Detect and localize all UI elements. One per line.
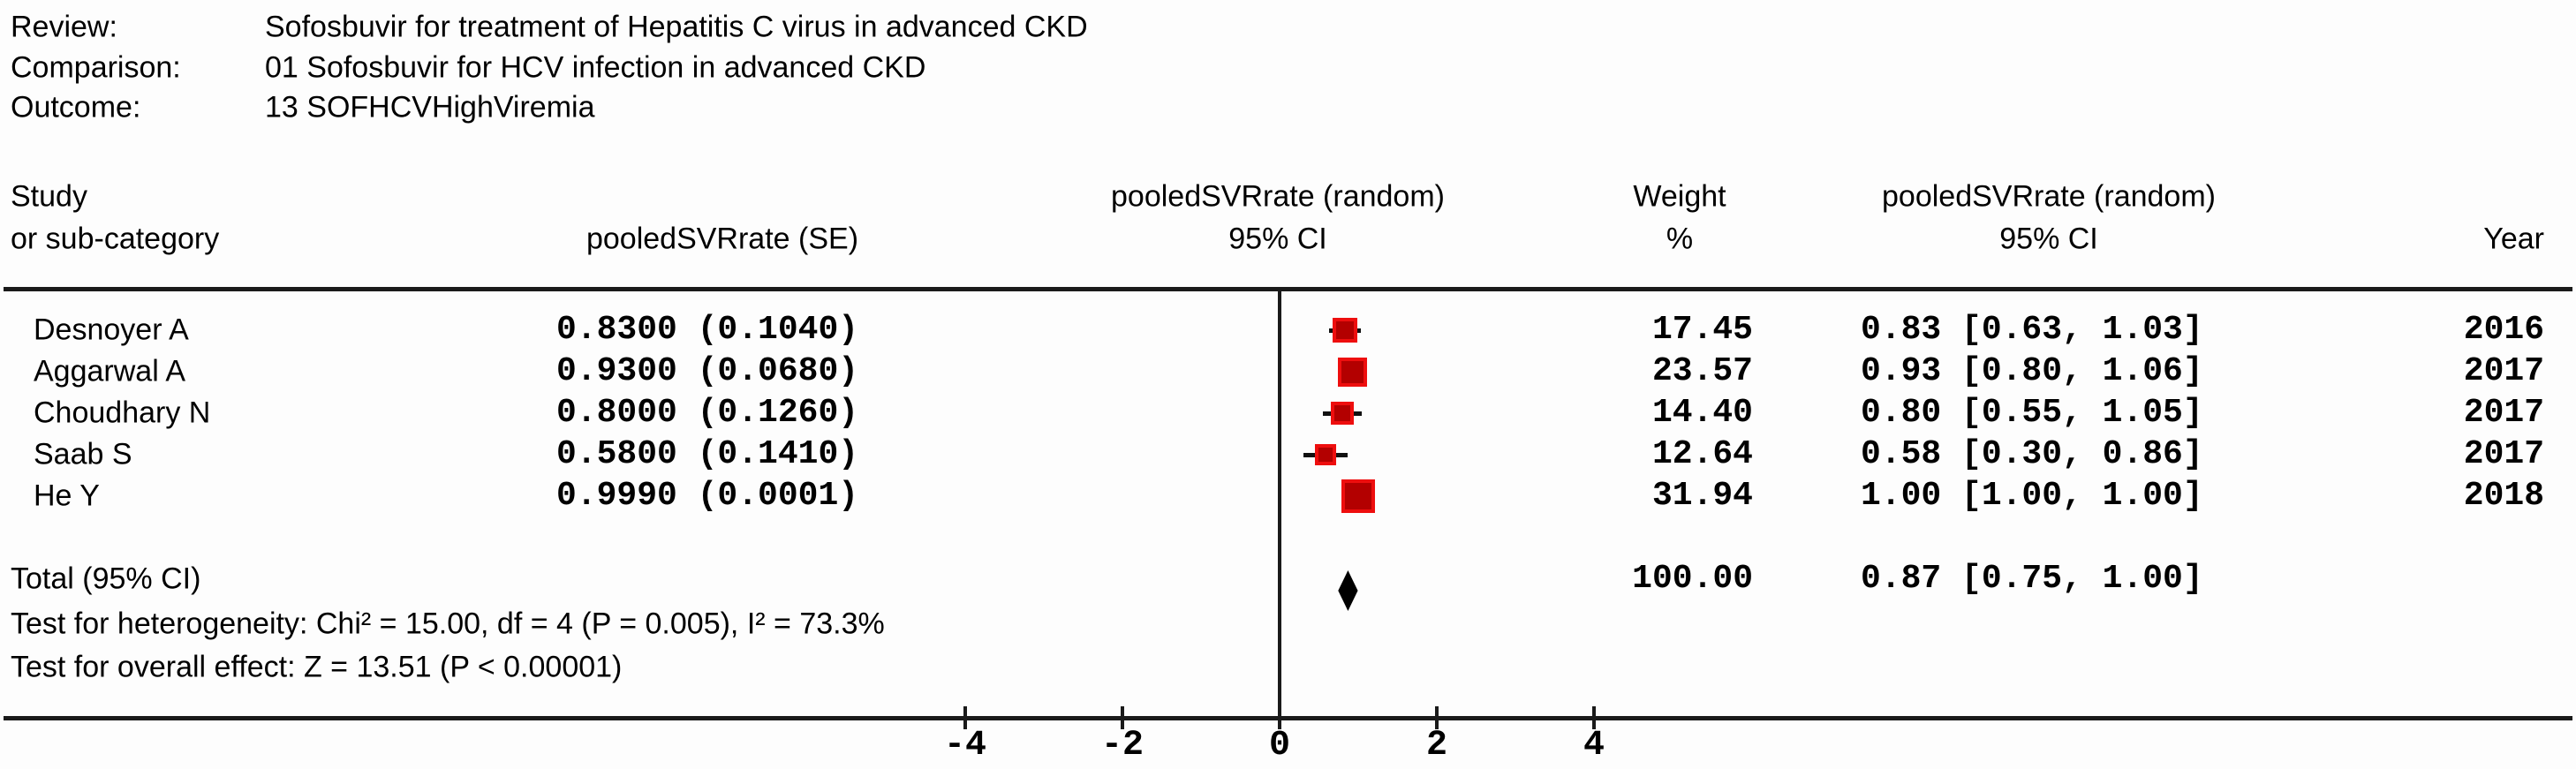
col-weight-line2: % [1666,222,1694,256]
axis-tick-mark [1121,706,1124,729]
study-name: Desnoyer A [34,313,189,347]
study-name: Saab S [34,437,132,471]
study-weight: 14.40 [1651,394,1753,433]
col-study-line1: Study [11,179,87,214]
study-se: 0.9300 (0.0680) [556,352,859,391]
col-year-header: Year [2483,222,2544,256]
comparison-label: Comparison: [11,50,181,85]
study-weight: 17.45 [1651,311,1753,350]
study-ci-text: 1.00 [1.00, 1.00] [1861,477,2203,516]
study-se: 0.5800 (0.1410) [556,435,859,474]
total-ci-text: 0.87 [0.75, 1.00] [1861,560,2203,599]
col-study-line2: or sub-category [11,222,220,256]
axis-tick-label: 0 [1268,726,1291,765]
axis-tick-label: -4 [943,726,987,765]
study-name: Choudhary N [34,396,211,430]
zero-line [1278,289,1281,718]
overall-effect-text: Test for overall effect: Z = 13.51 (P < … [11,650,623,684]
study-se: 0.9990 (0.0001) [556,477,859,516]
col-ci-header-1: pooledSVRrate (random) [1882,179,2216,214]
study-year: 2016 [2463,311,2544,350]
outcome-value: 13 SOFHCVHighViremia [265,90,595,124]
study-year: 2017 [2463,435,2544,474]
effect-square [1341,479,1375,513]
axis-tick-label: -2 [1100,726,1144,765]
study-year: 2018 [2463,477,2544,516]
effect-square [1332,318,1357,343]
study-se: 0.8000 (0.1260) [556,394,859,433]
total-weight: 100.00 [1632,560,1753,599]
study-se: 0.8300 (0.1040) [556,311,859,350]
study-ci-text: 0.80 [0.55, 1.05] [1861,394,2203,433]
total-diamond [1338,570,1358,611]
header-rule [4,287,2572,291]
review-value: Sofosbuvir for treatment of Hepatitis C … [265,10,1088,44]
col-ci-header-2: 95% CI [1999,222,2098,256]
study-ci-text: 0.93 [0.80, 1.06] [1861,352,2203,391]
study-name: Aggarwal A [34,354,185,388]
review-label: Review: [11,10,117,44]
axis-tick-mark [1592,706,1596,729]
study-ci-text: 0.58 [0.30, 0.86] [1861,435,2203,474]
heterogeneity-text: Test for heterogeneity: Chi² = 15.00, df… [11,607,885,641]
col-plot-header-1: pooledSVRrate (random) [1111,179,1445,214]
effect-square [1338,357,1368,387]
outcome-label: Outcome: [11,90,141,124]
axis-tick-label: 2 [1425,726,1448,765]
col-weight-line1: Weight [1633,179,1726,214]
effect-square [1331,402,1355,425]
study-name: He Y [34,479,100,513]
study-weight: 31.94 [1651,477,1753,516]
col-se-header: pooledSVRrate (SE) [585,222,859,256]
study-weight: 12.64 [1651,435,1753,474]
axis-tick-mark [1435,706,1439,729]
study-year: 2017 [2463,352,2544,391]
effect-square [1314,444,1336,465]
axis-tick-mark [963,706,967,729]
col-plot-header-2: 95% CI [1228,222,1327,256]
total-label: Total (95% CI) [11,562,201,596]
study-ci-text: 0.83 [0.63, 1.03] [1861,311,2203,350]
comparison-value: 01 Sofosbuvir for HCV infection in advan… [265,50,926,85]
study-year: 2017 [2463,394,2544,433]
study-weight: 23.57 [1651,352,1753,391]
axis-tick-mark [1278,706,1281,729]
x-axis-line [4,716,2572,720]
axis-tick-label: 4 [1583,726,1605,765]
